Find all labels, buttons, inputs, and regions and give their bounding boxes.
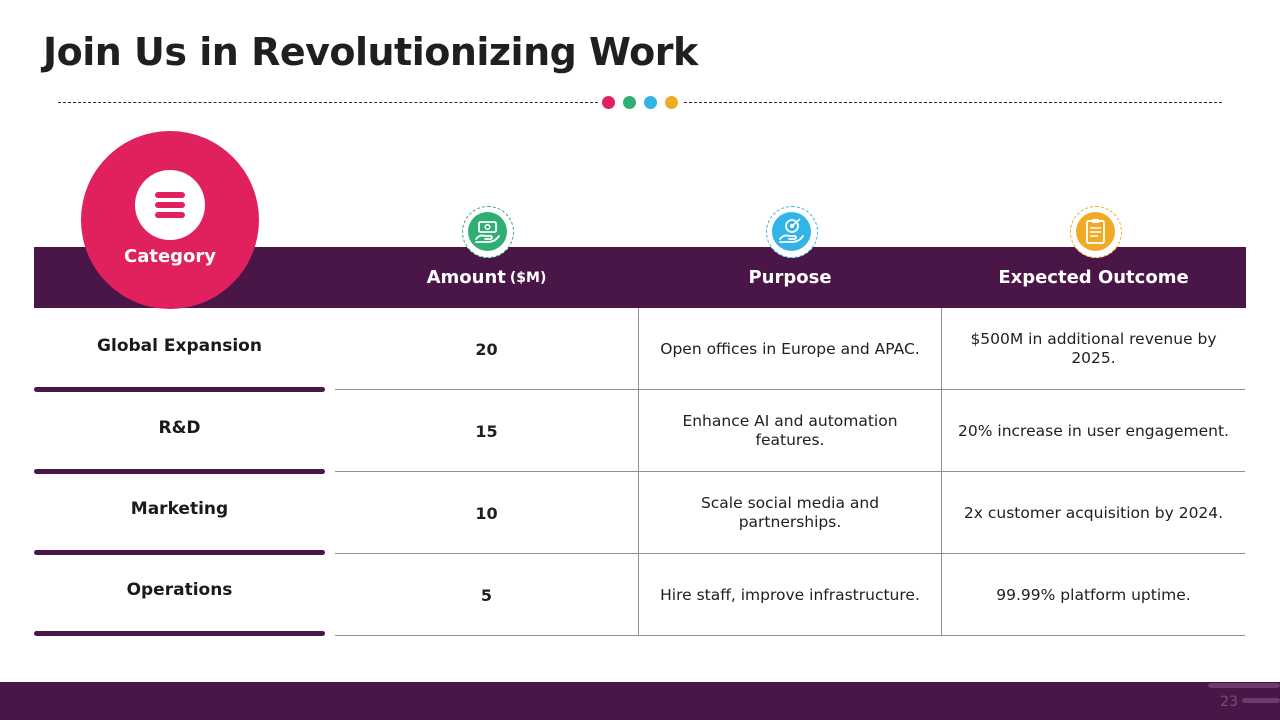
divider-dot-pink (602, 96, 615, 109)
row-divider (335, 389, 1245, 390)
list-icon (155, 192, 185, 218)
row-underline (34, 387, 325, 392)
column-header-amount: Amount ($M) (426, 267, 547, 288)
row-underline (34, 469, 325, 474)
money-hand-icon (475, 221, 500, 243)
amount-cell: 5 (480, 585, 493, 605)
purpose-cell: Enhance AI and automation features. (682, 412, 898, 449)
column-header-outcome: Expected Outcome (998, 267, 1189, 288)
outcome-cell: 99.99% platform uptime. (996, 585, 1191, 604)
column-header-purpose: Purpose (748, 267, 832, 288)
category-header: Category (123, 246, 217, 267)
divider-dot-yellow (665, 96, 678, 109)
row-divider (335, 553, 1245, 554)
outcome-cell: 20% increase in user engagement. (958, 421, 1229, 440)
row-category-label: Marketing (130, 499, 229, 519)
divider-dot-blue (644, 96, 657, 109)
category-icon-disc (135, 170, 205, 240)
amount-icon-ring (462, 206, 514, 258)
target-hand-icon (779, 218, 804, 243)
row-divider (335, 471, 1245, 472)
column-divider (941, 308, 942, 636)
row-underline (34, 550, 325, 555)
row-divider (335, 635, 1245, 636)
footer-bar (0, 682, 1280, 720)
outcome-icon-ring (1070, 206, 1122, 258)
amount-cell: 10 (475, 503, 498, 523)
purpose-icon-ring (766, 206, 818, 258)
row-category-label: Global Expansion (97, 336, 262, 356)
purpose-cell: Open offices in Europe and APAC. (660, 339, 920, 358)
column-divider (638, 308, 639, 636)
clipboard-icon (1086, 219, 1105, 244)
row-category-label: R&D (158, 418, 201, 438)
purpose-cell: Scale social media and partnerships. (700, 494, 880, 531)
footer-decoration (1242, 698, 1280, 703)
purpose-cell: Hire staff, improve infrastructure. (660, 585, 920, 604)
amount-cell: 20 (475, 339, 498, 359)
row-underline (34, 631, 325, 636)
page-number: 23 (1220, 694, 1238, 710)
row-category-label: Operations (126, 580, 233, 600)
divider-dot-green (623, 96, 636, 109)
title-divider-right (684, 102, 1222, 103)
slide-title: Join Us in Revolutionizing Work (43, 30, 698, 74)
footer-decoration (1208, 683, 1280, 688)
amount-cell: 15 (475, 421, 498, 441)
title-divider-left (58, 102, 598, 103)
outcome-cell: $500M in additional revenue by 2025. (970, 330, 1217, 367)
outcome-cell: 2x customer acquisition by 2024. (963, 503, 1224, 522)
